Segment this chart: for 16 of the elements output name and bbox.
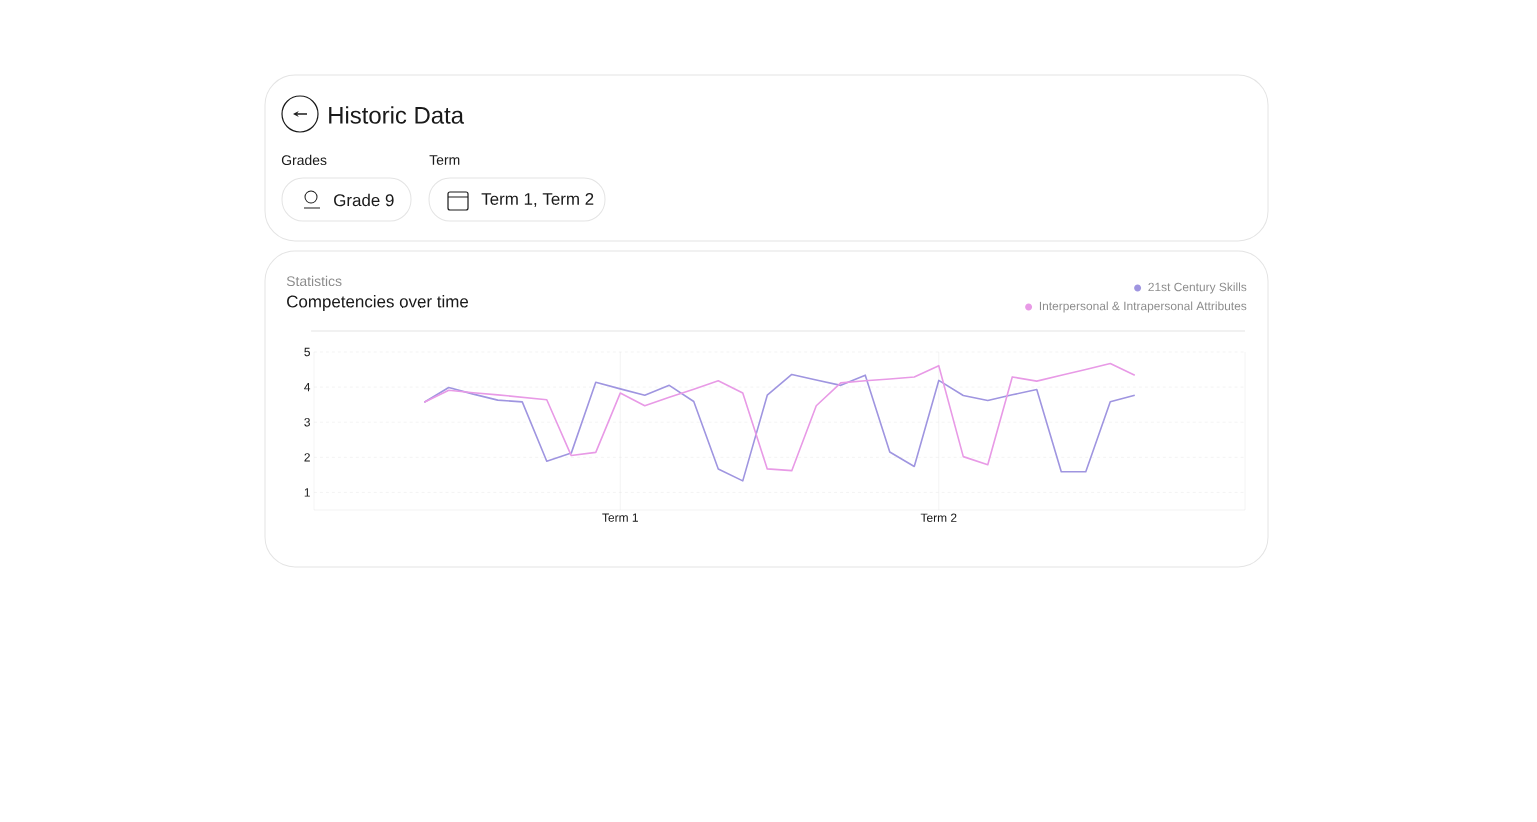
y-tick-label: 5 [304,347,310,357]
legend-label: Interpersonal & Intrapersonal Attributes [1039,301,1247,313]
text: Historic Data [329,106,465,124]
y-tick-label: 3 [304,417,310,427]
x-tick-label: Term 1 [602,513,638,522]
text: Grade 9 [334,193,394,207]
text: Term 1, Term 2 [481,192,594,207]
y-tick-label: 1 [304,488,310,497]
chart-subtitle: Statistics [286,275,342,287]
y-tick-label: 2 [304,453,310,462]
legend-label: 21st Century Skills [1148,282,1247,294]
chart-title: Competencies over time [287,295,469,311]
y-tick-label: 4 [304,383,311,392]
text: Grades [281,154,327,166]
text: Term [429,155,460,165]
x-tick-label: Term 2 [920,513,957,522]
